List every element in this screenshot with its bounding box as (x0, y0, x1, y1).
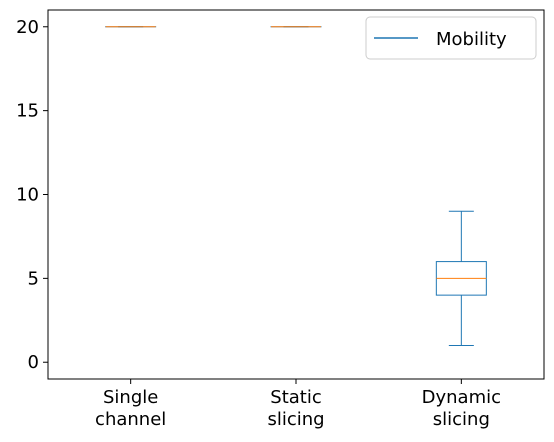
y-tick-label-10: 10 (16, 185, 39, 206)
y-tick-label-20: 20 (16, 17, 39, 38)
y-tick-label-5: 5 (28, 268, 39, 289)
legend-label-mobility: Mobility (436, 29, 507, 50)
x-tick-label-line: Static (270, 387, 321, 408)
x-tick-label-line: channel (95, 409, 166, 430)
y-tick-label-0: 0 (28, 352, 39, 373)
y-tick-label-15: 15 (16, 101, 39, 122)
x-tick-label-3: Dynamic slicing (422, 387, 501, 430)
x-tick-label-line: slicing (433, 409, 490, 430)
x-tick-label-line: slicing (267, 409, 324, 430)
legend-frame (365, 16, 537, 60)
x-tick-label-2: Static slicing (267, 387, 324, 430)
legend: Mobility (365, 16, 537, 60)
x-tick-label-line: Single (103, 387, 158, 408)
x-tick-label-1: Single channel (95, 387, 166, 430)
axes-frame (47, 9, 545, 380)
x-tick-label-line: Dynamic (422, 387, 501, 408)
